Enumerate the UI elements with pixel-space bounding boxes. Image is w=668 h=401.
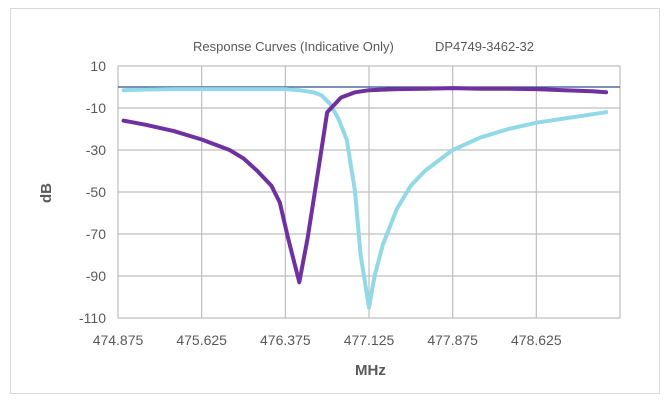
y-tick-label: -90: [86, 268, 106, 284]
x-tick-label: 477.125: [344, 332, 395, 348]
y-tick-label: -30: [86, 142, 106, 158]
purple-response-line: [121, 86, 609, 285]
vertical-gridlines: [117, 66, 621, 318]
chart-title: Response Curves (Indicative Only): [193, 39, 394, 54]
x-tick-label: 476.375: [260, 332, 311, 348]
grid: [117, 65, 621, 319]
cyan-response-line: [121, 87, 609, 310]
y-tick-labels: 10 -10 -30 -50 -70 -90 -110: [79, 58, 106, 326]
x-tick-labels: 474.875 475.625 476.375 477.125 477.875 478.6…: [93, 332, 562, 348]
x-tick-label: 477.875: [427, 332, 478, 348]
x-axis-title: MHz: [355, 362, 386, 379]
x-tick-label: 478.625: [511, 332, 562, 348]
y-tick-label: -70: [86, 226, 106, 242]
y-tick-label: 10: [90, 58, 106, 74]
y-tick-label: -110: [79, 310, 106, 326]
y-tick-label: -10: [86, 100, 106, 116]
series-layer: [121, 86, 609, 310]
chart-subtitle: DP4749-3462-32: [435, 39, 534, 54]
x-tick-label: 475.625: [176, 332, 227, 348]
y-tick-label: -50: [86, 184, 106, 200]
x-tick-label: 474.875: [93, 332, 144, 348]
y-axis-title: dB: [38, 183, 55, 203]
